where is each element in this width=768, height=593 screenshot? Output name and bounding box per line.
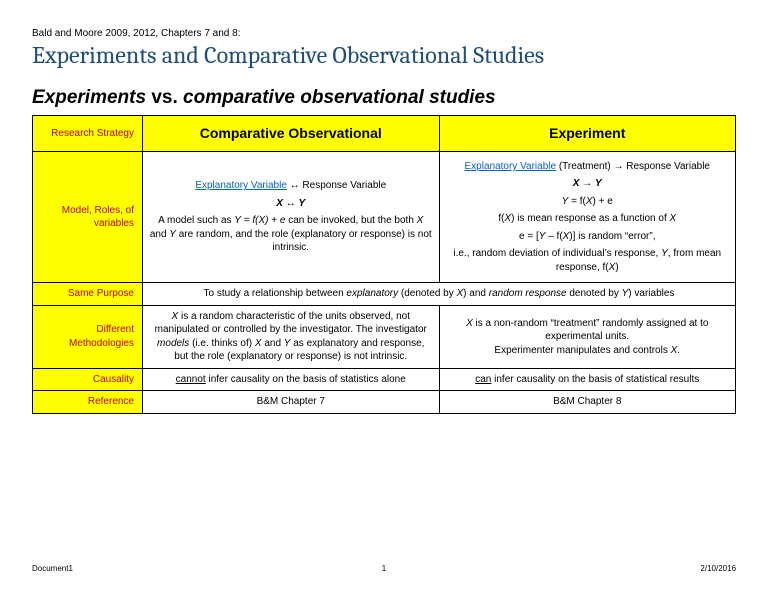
- citation-line: Bald and Moore 2009, 2012, Chapters 7 an…: [32, 28, 736, 39]
- header-row-label: Research Strategy: [33, 116, 143, 152]
- table-row: Different MethodologiesX is a random cha…: [33, 305, 736, 368]
- cell-spanning: To study a relationship between explanat…: [143, 283, 736, 306]
- footer-page-number: 1: [267, 564, 502, 573]
- table-row: Causalitycannot infer causality on the b…: [33, 368, 736, 391]
- col-header-observational: Comparative Observational: [143, 116, 440, 152]
- cell-experiment: B&M Chapter 8: [439, 391, 736, 414]
- row-label: Reference: [33, 391, 143, 414]
- table-row: ReferenceB&M Chapter 7B&M Chapter 8: [33, 391, 736, 414]
- cell-experiment: can infer causality on the basis of stat…: [439, 368, 736, 391]
- row-label: Same Purpose: [33, 283, 143, 306]
- col-header-experiment: Experiment: [439, 116, 736, 152]
- table-header-row: Research Strategy Comparative Observatio…: [33, 116, 736, 152]
- table-row: Same PurposeTo study a relationship betw…: [33, 283, 736, 306]
- cell-observational: X is a random characteristic of the unit…: [143, 305, 440, 368]
- cell-observational: cannot infer causality on the basis of s…: [143, 368, 440, 391]
- cell-experiment: Explanatory Variable (Treatment) → Respo…: [439, 151, 736, 283]
- footer-date: 2/10/2016: [501, 564, 736, 573]
- comparison-table: Research Strategy Comparative Observatio…: [32, 115, 736, 414]
- cell-observational: B&M Chapter 7: [143, 391, 440, 414]
- cell-experiment: X is a non-random “treatment” randomly a…: [439, 305, 736, 368]
- table-body: Model, Roles, of variablesExplanatory Va…: [33, 151, 736, 413]
- row-label: Causality: [33, 368, 143, 391]
- row-label: Model, Roles, of variables: [33, 151, 143, 283]
- page-footer: Document1 1 2/10/2016: [32, 564, 736, 573]
- page-title: Experiments and Comparative Observationa…: [32, 41, 736, 69]
- cell-observational: Explanatory Variable ↔ Response Variable…: [143, 151, 440, 283]
- table-row: Model, Roles, of variablesExplanatory Va…: [33, 151, 736, 283]
- row-label: Different Methodologies: [33, 305, 143, 368]
- footer-left: Document1: [32, 564, 267, 573]
- subtitle: Experiments vs. comparative observationa…: [32, 87, 736, 109]
